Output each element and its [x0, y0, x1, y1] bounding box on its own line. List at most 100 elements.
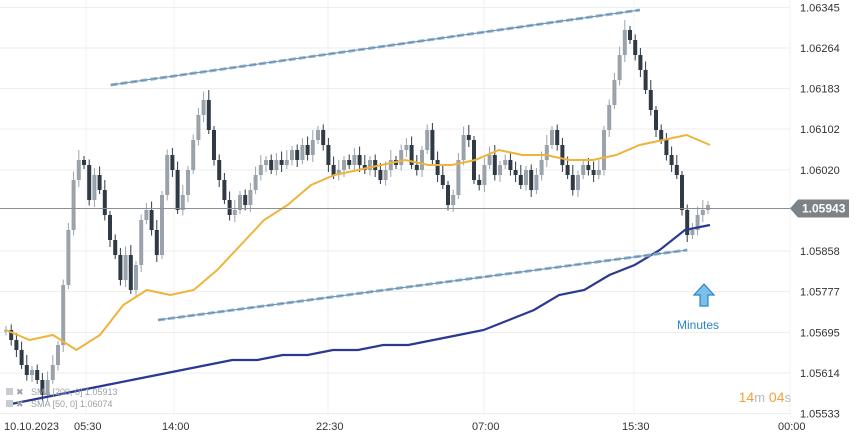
candle-body	[248, 190, 253, 205]
candle-body	[61, 285, 66, 345]
candle-body	[706, 205, 710, 210]
candle-body	[570, 175, 575, 190]
candle-body	[300, 145, 305, 160]
candle-body	[175, 170, 180, 210]
candle-body	[160, 195, 164, 255]
candle-body	[451, 195, 456, 205]
candle-body	[243, 195, 248, 205]
candle-body	[212, 130, 216, 160]
candle-body	[108, 215, 112, 240]
candle-body	[383, 170, 388, 180]
candle-body	[201, 100, 206, 115]
close-icon[interactable]: ✖	[16, 399, 24, 409]
candle-body	[279, 160, 284, 165]
candle-body	[617, 55, 622, 80]
candle-body	[217, 160, 222, 180]
candle-body	[30, 370, 34, 375]
candle-body	[123, 255, 128, 280]
candle-body	[414, 165, 419, 170]
y-tick-label: 1.06020	[800, 165, 840, 177]
candle-body	[290, 150, 294, 160]
sma-legend-label: SMA [50, 0] 1.06074	[31, 399, 113, 409]
candle-body	[76, 160, 81, 180]
channel-line-core	[110, 9, 640, 86]
candle-body	[206, 100, 211, 130]
candle-body	[643, 70, 648, 90]
candle-body	[461, 135, 466, 160]
close-icon[interactable]: ✖	[16, 387, 24, 397]
candle-body	[362, 165, 367, 170]
candle-body	[529, 170, 534, 190]
candle-body	[654, 110, 658, 130]
candle-body	[128, 255, 133, 290]
candle-body	[71, 180, 76, 230]
candle-body	[430, 130, 435, 160]
candle-body	[232, 210, 237, 215]
candle-body	[633, 40, 638, 55]
candle-body	[440, 175, 445, 185]
y-tick-label: 1.06183	[800, 84, 840, 96]
y-tick-label: 1.05858	[800, 246, 840, 258]
candle-body	[373, 160, 378, 170]
candle-body	[503, 160, 508, 165]
current-price-tag	[790, 199, 849, 218]
candle-body	[576, 175, 580, 190]
candle-body	[659, 130, 664, 140]
candle-body	[388, 160, 393, 170]
candle-body	[477, 180, 482, 185]
candle-body	[139, 220, 144, 265]
candle-body	[321, 130, 326, 145]
candle-body	[690, 230, 695, 235]
candle-body	[284, 160, 289, 165]
y-tick-label: 1.05614	[800, 368, 840, 380]
candle-body	[316, 130, 320, 140]
candle-body	[186, 170, 190, 195]
candle-body	[50, 365, 55, 380]
candle-body	[581, 165, 586, 175]
candle-body	[352, 155, 357, 165]
candle-body	[628, 30, 632, 40]
candle-body	[550, 130, 554, 145]
candle-body	[446, 185, 450, 205]
countdown-minutes: 14	[738, 389, 755, 405]
sma-200-line	[5, 223, 711, 407]
candle-body	[508, 160, 513, 170]
candle-body	[35, 370, 40, 380]
candle-body	[347, 160, 352, 165]
y-tick-label: 1.06102	[800, 124, 840, 136]
candle-body	[357, 155, 362, 165]
candle-body	[622, 30, 627, 55]
candle-body	[513, 170, 518, 175]
candle-body	[591, 170, 596, 175]
candle-body	[466, 135, 471, 140]
candle-body	[9, 330, 14, 340]
candle-body	[435, 160, 440, 175]
candle-body	[295, 150, 300, 160]
candle-body	[664, 140, 669, 155]
candle-body	[66, 230, 71, 285]
candle-body	[191, 140, 196, 170]
candle-body	[596, 170, 601, 175]
candle-body	[97, 175, 102, 190]
candle-body	[342, 160, 346, 170]
candle-body	[170, 155, 175, 170]
candle-body	[154, 230, 159, 255]
chart-icon	[6, 400, 13, 407]
y-tick-label: 1.05695	[800, 328, 840, 340]
candle-body	[409, 145, 414, 165]
candle-body	[336, 170, 341, 175]
candle-body	[404, 145, 409, 150]
candle-body	[82, 160, 86, 165]
current-price-label: 1.05943	[802, 202, 846, 216]
y-tick-label: 1.06264	[800, 43, 840, 55]
candle-body	[144, 210, 149, 220]
x-tick-label: 22:30	[316, 421, 344, 433]
up-arrow-icon[interactable]	[692, 283, 716, 307]
candle-body	[45, 380, 50, 395]
sma-legend-label: SMA [200, 0] 1.05913	[31, 387, 118, 397]
candle-body	[310, 140, 315, 155]
candle-body	[560, 145, 565, 165]
candle-body	[305, 145, 310, 155]
candle-body	[87, 165, 92, 200]
